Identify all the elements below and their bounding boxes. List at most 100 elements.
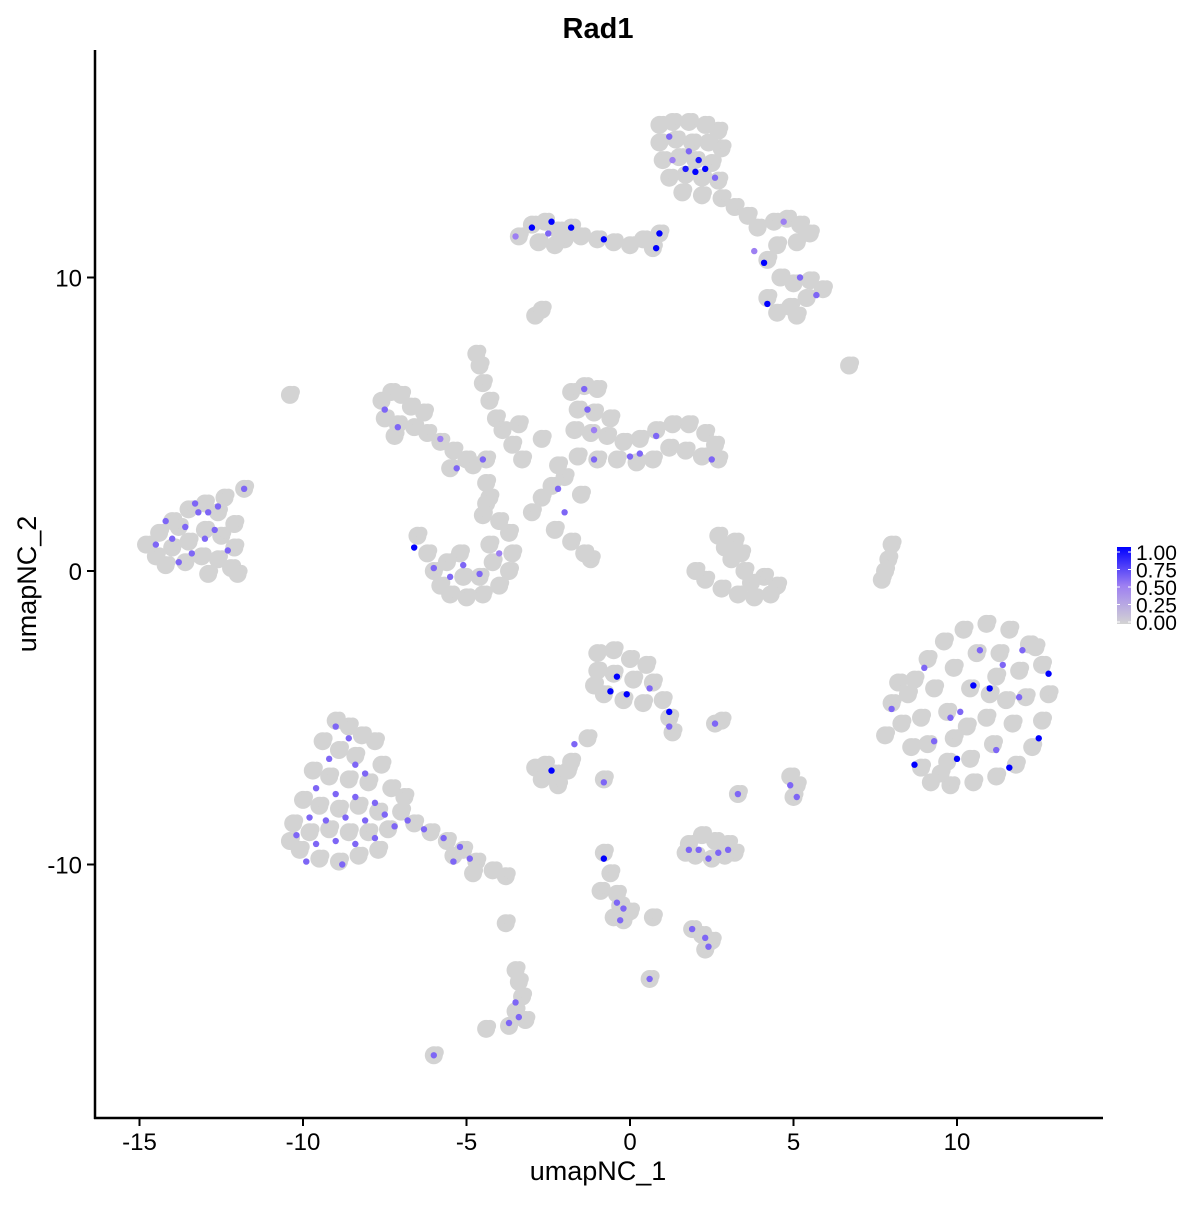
cell-point (699, 925, 712, 938)
cell-point (484, 1019, 497, 1032)
x-tick-label: 5 (787, 1129, 800, 1156)
cell-point (644, 655, 657, 668)
expressed-cell-point (548, 218, 555, 225)
cell-point (529, 503, 542, 516)
cell-point (232, 538, 245, 551)
expressed-cell-point (780, 218, 787, 225)
cell-point (716, 526, 729, 539)
cell-point (667, 168, 680, 181)
cell-point (628, 236, 640, 249)
expressed-cell-point (371, 799, 379, 807)
cell-point (542, 755, 555, 768)
cell-point (784, 209, 797, 222)
x-tick-label: 10 (944, 1129, 971, 1156)
expressed-cell-point (420, 826, 428, 833)
cell-point (287, 385, 300, 398)
cell-point (539, 770, 552, 783)
cell-point (621, 911, 634, 924)
expressed-cell-point (188, 550, 196, 557)
cell-point (562, 468, 575, 481)
cell-point (745, 206, 758, 219)
cell-point (732, 843, 745, 856)
expressed-cell-point (394, 423, 402, 431)
expressed-cell-point (613, 899, 621, 906)
cell-point (807, 271, 820, 284)
cell-point (735, 585, 748, 598)
cell-point (507, 523, 520, 536)
x-tick-label: -5 (456, 1129, 477, 1156)
cell-point (425, 424, 438, 437)
expressed-cell-point (616, 917, 624, 924)
cell-point (438, 576, 451, 589)
expressed-cell-point (352, 840, 359, 848)
cell-point (379, 755, 392, 768)
expressed-cell-point (751, 247, 758, 255)
cell-point (461, 840, 474, 853)
cell-point (575, 447, 588, 460)
expressed-cell-point (695, 156, 702, 164)
cell-point (461, 567, 474, 580)
cell-point (948, 776, 961, 789)
cell-point (703, 115, 716, 128)
expressed-cell-point (512, 999, 519, 1006)
cell-point (889, 535, 902, 548)
cell-point (1040, 711, 1053, 724)
cell-point (346, 717, 359, 730)
cell-point (301, 790, 313, 803)
cell-point (1023, 688, 1036, 701)
cell-point (487, 535, 500, 548)
cell-point (1004, 691, 1017, 704)
expressed-cell-point (590, 456, 598, 463)
cell-point (768, 585, 781, 598)
expressed-cell-point (888, 705, 895, 713)
expressed-cell-point (976, 647, 984, 654)
expressed-cell-point (796, 274, 804, 281)
cell-point (327, 820, 340, 833)
cell-point (945, 702, 958, 715)
cell-point (415, 526, 428, 539)
cell-point (719, 189, 732, 202)
cell-point (984, 708, 997, 721)
cell-point (719, 579, 732, 592)
cell-point (1017, 661, 1030, 674)
cell-point (552, 764, 565, 777)
expressed-cell-point (711, 720, 719, 727)
expressed-cell-point (793, 793, 800, 801)
cell-point (1040, 655, 1053, 668)
expressed-cell-point (191, 500, 199, 507)
cell-point (621, 432, 634, 445)
cell-point (539, 488, 552, 501)
cell-point (356, 846, 369, 859)
expressed-cell-point (685, 846, 693, 854)
cell-point (788, 297, 801, 310)
cell-point (202, 494, 215, 507)
expressed-cell-point (361, 817, 369, 824)
cell-point (964, 717, 977, 730)
cell-point (372, 732, 385, 745)
legend-colorbar (1117, 547, 1131, 624)
x-tick-label: -10 (286, 1129, 321, 1156)
color-legend: 1.000.750.500.250.00 (1117, 542, 1177, 635)
cell-point (896, 673, 909, 686)
expressed-cell-point (322, 817, 330, 824)
expressed-cell-point (430, 1052, 437, 1059)
cell-point (713, 435, 726, 448)
cell-point (480, 506, 493, 519)
expressed-cell-point (734, 790, 742, 798)
cell-point (408, 397, 421, 410)
cell-point (951, 729, 964, 742)
cell-point (932, 679, 945, 692)
cell-point (611, 233, 624, 246)
expressed-cell-point (957, 708, 964, 716)
cell-point (199, 547, 212, 560)
legend-label: 1.00 (1136, 542, 1177, 565)
expressed-cell-point (440, 834, 447, 842)
expressed-cell-point (947, 714, 954, 721)
cell-point (480, 585, 493, 598)
expressed-cell-point (921, 664, 928, 672)
expressed-cell-point (764, 300, 771, 308)
cell-point (412, 418, 425, 431)
cell-point (497, 512, 510, 525)
cell-point (578, 227, 591, 240)
cell-point (569, 752, 582, 765)
